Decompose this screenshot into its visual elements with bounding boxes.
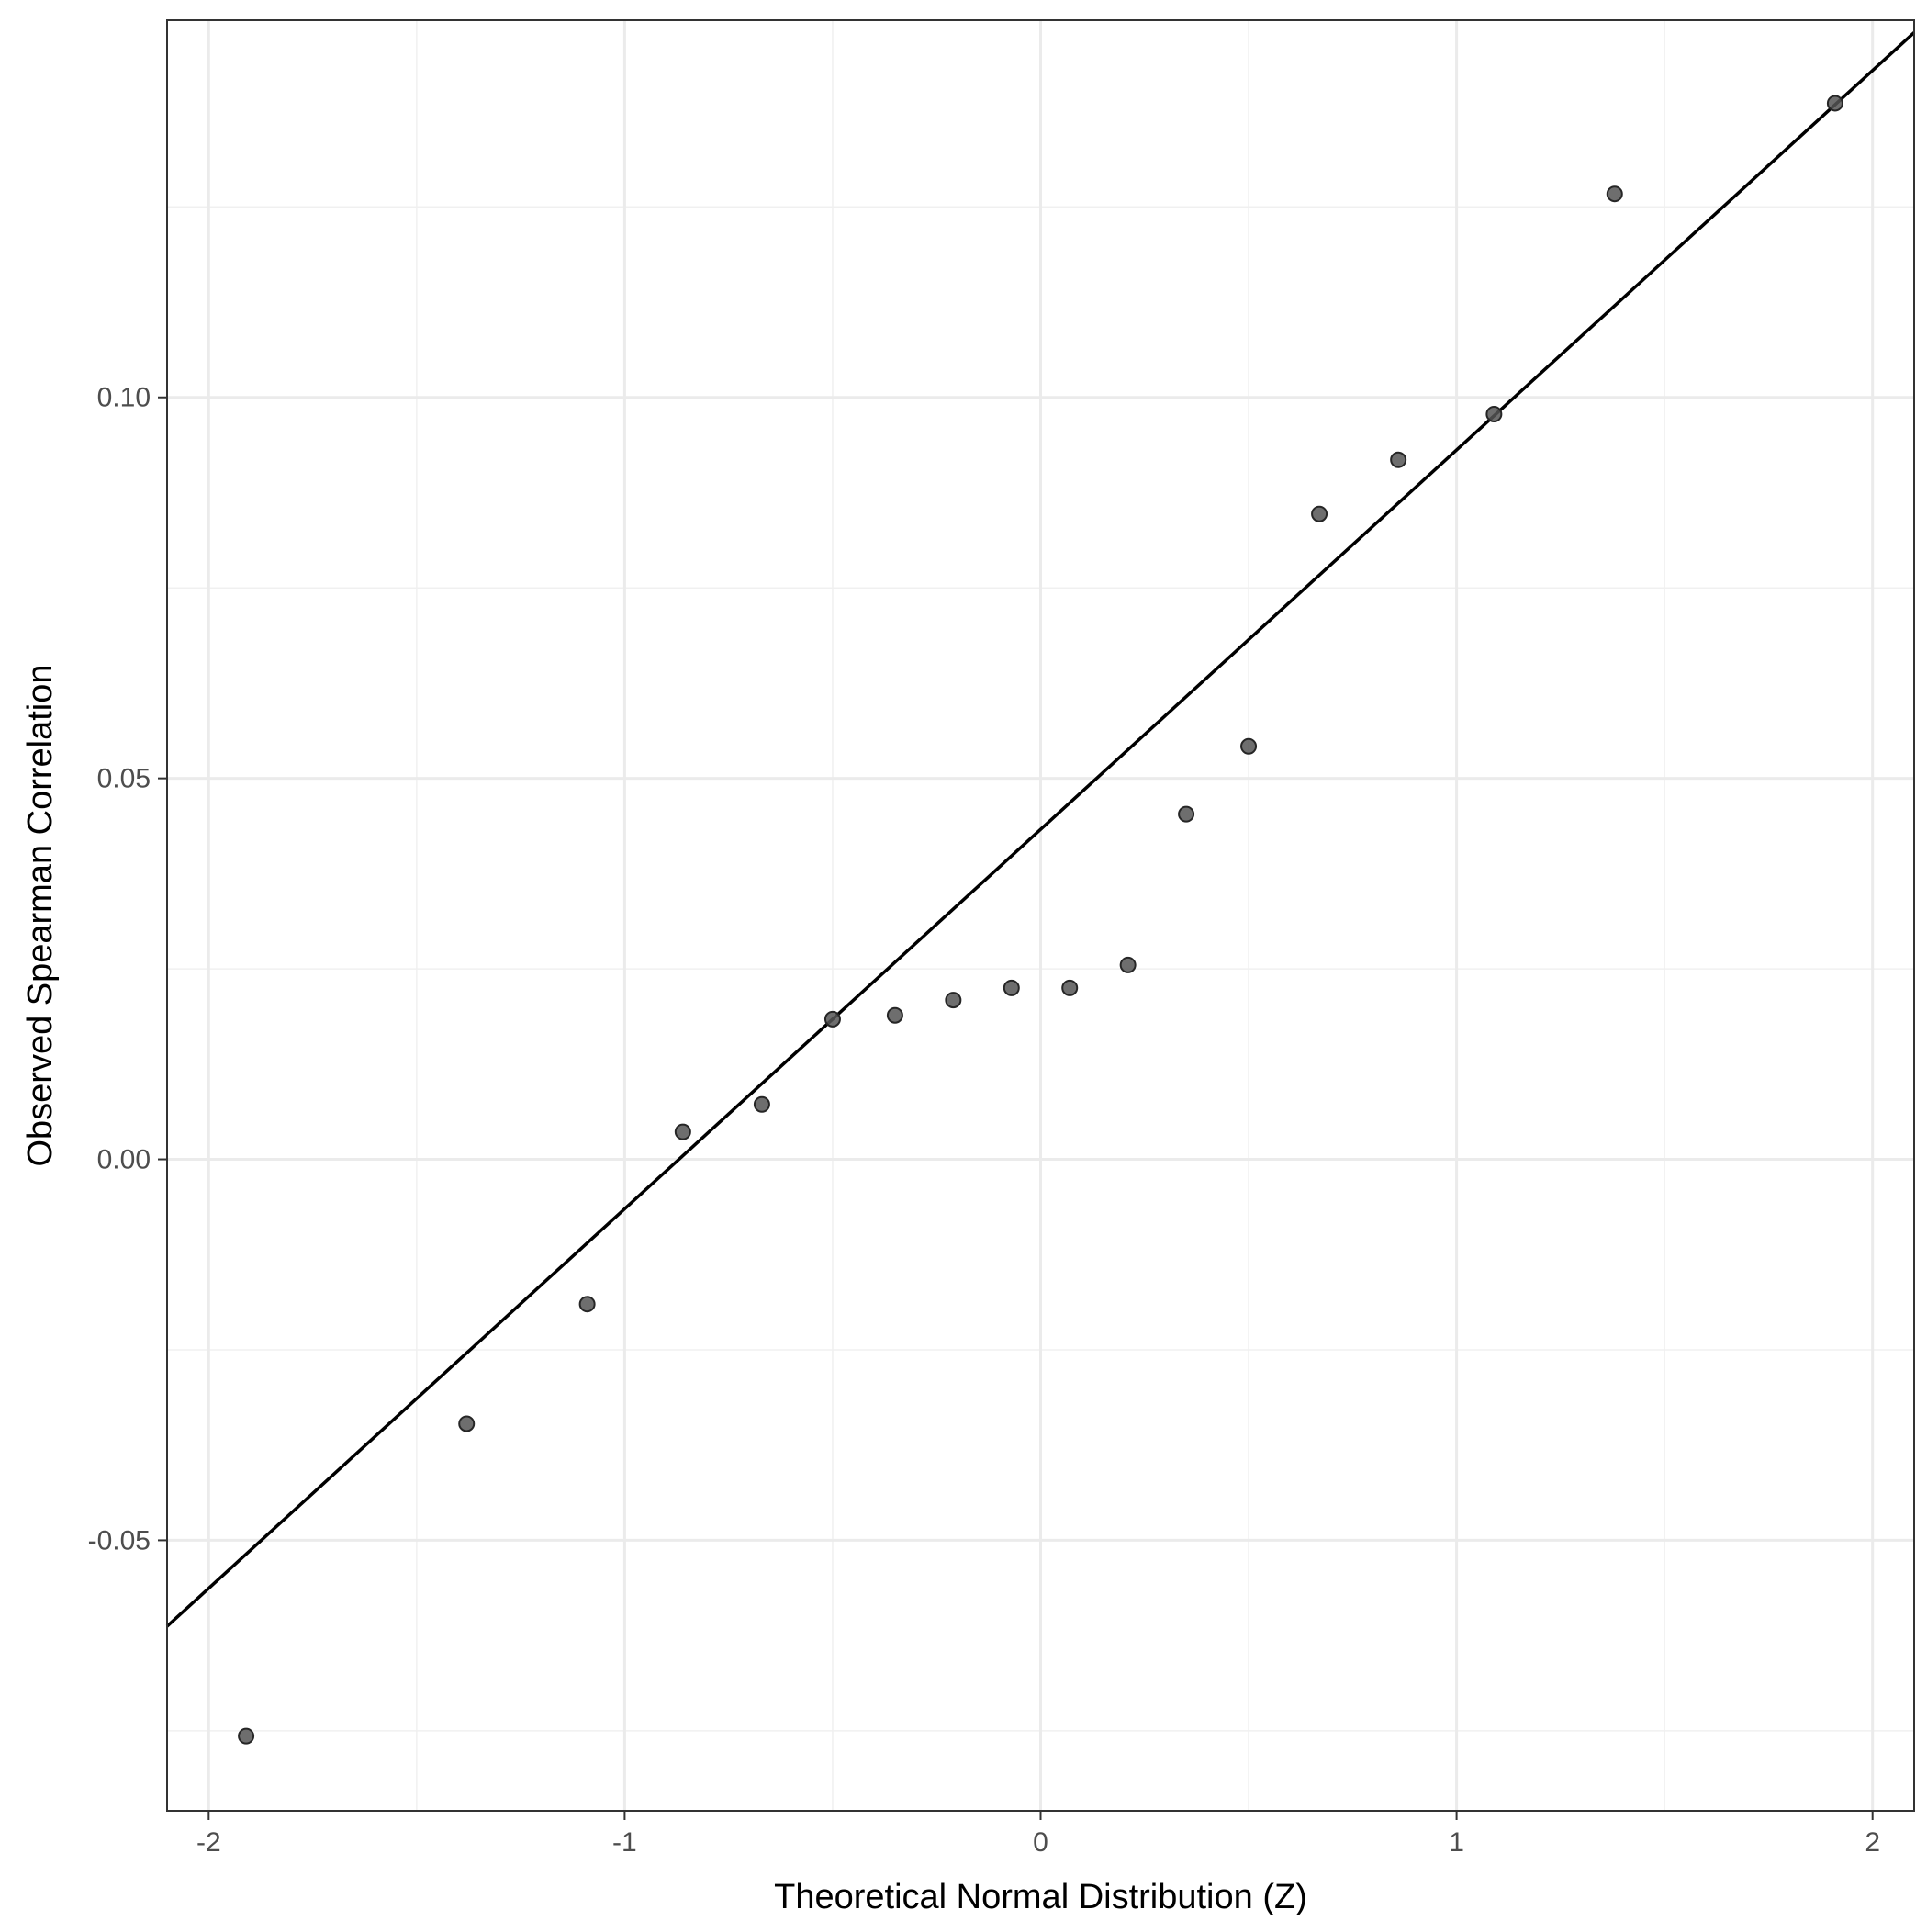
points-layer <box>238 95 1843 1745</box>
x-tick-label: -1 <box>612 1827 637 1858</box>
data-point <box>1178 805 1195 823</box>
x-axis-ticks: -2 -1 0 1 2 <box>196 1811 1880 1858</box>
x-tick-label: -2 <box>196 1827 221 1858</box>
reference-line-layer <box>165 31 1916 1628</box>
data-point <box>1240 737 1258 755</box>
data-point <box>886 1006 903 1024</box>
data-point <box>1061 979 1079 996</box>
data-point <box>1119 956 1137 973</box>
data-point <box>1390 451 1407 468</box>
x-tick-label: 2 <box>1865 1827 1880 1858</box>
major-gridlines <box>167 20 1914 1811</box>
y-tick-label: 0.05 <box>97 764 151 794</box>
data-point <box>945 992 962 1009</box>
data-point <box>823 1010 841 1028</box>
data-point <box>1311 505 1328 522</box>
data-point <box>238 1727 255 1745</box>
y-axis-title: Observed Spearman Correlation <box>21 664 60 1166</box>
x-axis-title: Theoretical Normal Distribution (Z) <box>774 1878 1307 1916</box>
x-tick-label: 1 <box>1449 1827 1464 1858</box>
qq-reference-line <box>165 31 1916 1628</box>
data-point <box>578 1296 596 1313</box>
y-tick-label: -0.05 <box>88 1525 151 1556</box>
data-point <box>674 1123 691 1140</box>
data-point <box>753 1095 770 1113</box>
data-point <box>1606 185 1623 203</box>
data-point <box>1003 979 1020 996</box>
data-point <box>1826 95 1843 112</box>
y-tick-label: 0.10 <box>97 383 151 413</box>
y-tick-label: 0.00 <box>97 1145 151 1175</box>
x-tick-label: 0 <box>1033 1827 1048 1858</box>
data-point <box>1485 406 1503 422</box>
y-axis-ticks: -0.05 0.00 0.05 0.10 <box>88 383 167 1556</box>
data-point <box>458 1415 476 1432</box>
